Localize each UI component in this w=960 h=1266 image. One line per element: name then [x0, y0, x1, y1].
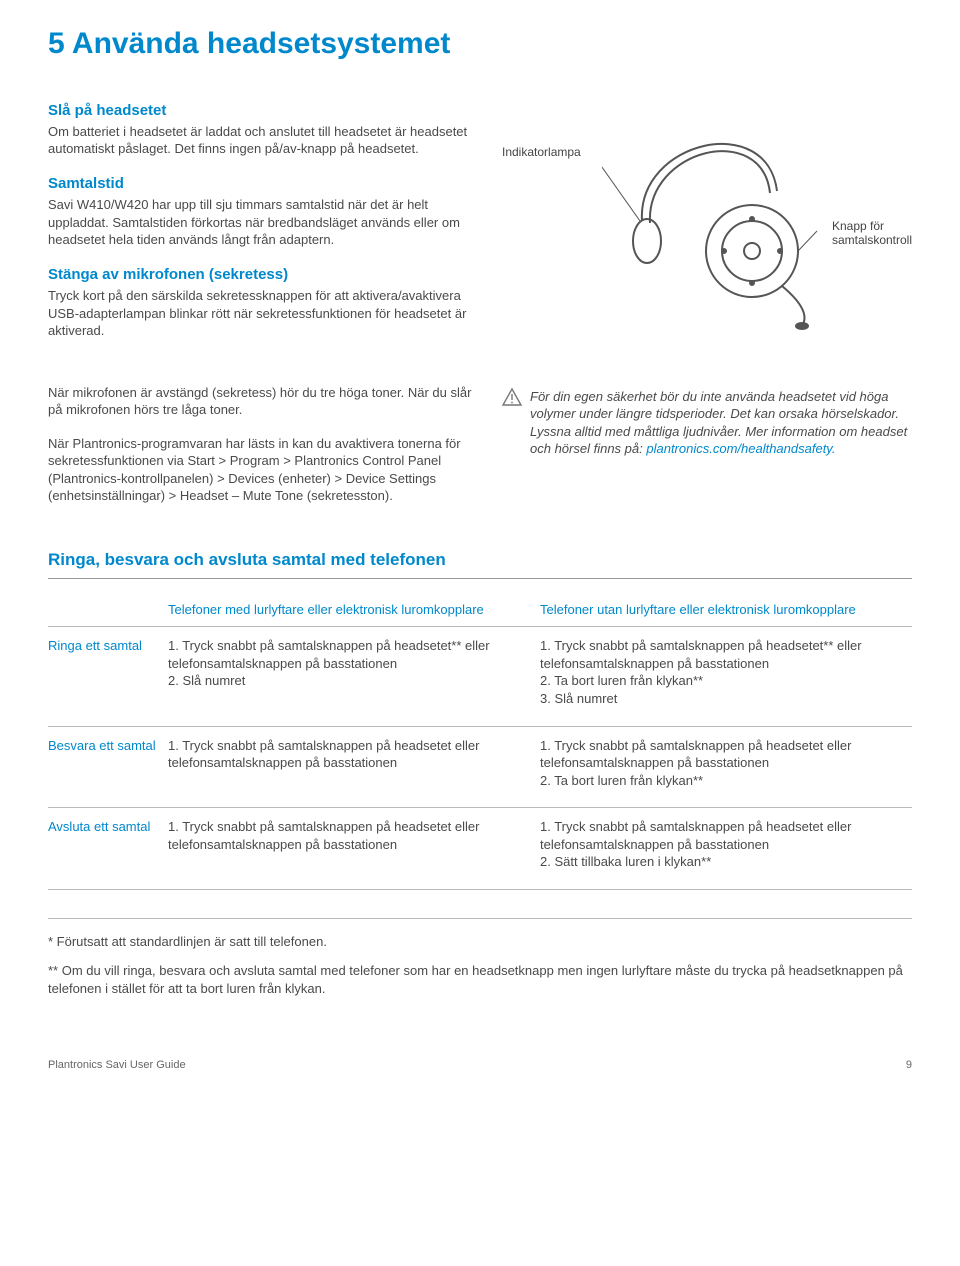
left-column: Slå på headsetet Om batteriet i headsete…: [48, 101, 478, 356]
footnotes: * Förutsatt att standardlinjen är satt t…: [48, 918, 912, 998]
mute-body-2: När mikrofonen är avstängd (sekretess) h…: [48, 384, 478, 419]
warning-link[interactable]: plantronics.com/healthandsafety.: [646, 441, 835, 456]
row-answer-label: Besvara ett samtal: [48, 726, 168, 808]
warning-icon: [502, 388, 522, 406]
row-answer-without: 1. Tryck snabbt på samtalsknappen på hea…: [540, 726, 912, 808]
callcontrol-line1: Knapp för: [832, 219, 884, 233]
right-column: Indikatorlampa Knapp för samtalskontroll: [502, 101, 912, 356]
call-table: Telefoner med lurlyftare eller elektroni…: [48, 591, 912, 890]
row-answer-with: 1. Tryck snabbt på samtalsknappen på hea…: [168, 726, 540, 808]
col-without: Telefoner utan lurlyftare eller elektron…: [540, 591, 912, 627]
warning-block: För din egen säkerhet bör du inte använd…: [502, 384, 912, 521]
talktime-heading: Samtalstid: [48, 174, 478, 194]
footer-right: 9: [906, 1058, 912, 1073]
table-row: Besvara ett samtal 1. Tryck snabbt på sa…: [48, 726, 912, 808]
callcontrol-line2: samtalskontroll: [832, 233, 912, 247]
page-footer: Plantronics Savi User Guide 9: [48, 1058, 912, 1073]
col-blank: [48, 591, 168, 627]
footnote-2: ** Om du vill ringa, besvara och avsluta…: [48, 962, 912, 997]
diagram-label-indicator: Indikatorlampa: [502, 145, 581, 159]
page-title: 5 Använda headsetsystemet: [48, 24, 912, 65]
headset-diagram: Indikatorlampa Knapp för samtalskontroll: [502, 101, 912, 331]
mute-body-1: Tryck kort på den särskilda sekretesskna…: [48, 287, 478, 340]
row-place-with: 1. Tryck snabbt på samtalsknappen på hea…: [168, 627, 540, 726]
talktime-body: Savi W410/W420 har upp till sju timmars …: [48, 196, 478, 249]
row-end-without: 1. Tryck snabbt på samtalsknappen på hea…: [540, 808, 912, 890]
mute-lower-row: När mikrofonen är avstängd (sekretess) h…: [48, 384, 912, 521]
row-end-with: 1. Tryck snabbt på samtalsknappen på hea…: [168, 808, 540, 890]
row-place-without: 1. Tryck snabbt på samtalsknappen på hea…: [540, 627, 912, 726]
table-row: Ringa ett samtal 1. Tryck snabbt på samt…: [48, 627, 912, 726]
warning-text: För din egen säkerhet bör du inte använd…: [530, 388, 912, 458]
table-row: Avsluta ett samtal 1. Tryck snabbt på sa…: [48, 808, 912, 890]
headset-icon: [602, 101, 822, 331]
mute-heading: Stänga av mikrofonen (sekretess): [48, 265, 478, 285]
power-body: Om batteriet i headsetet är laddat och a…: [48, 123, 478, 158]
diagram-label-callcontrol: Knapp för samtalskontroll: [832, 219, 912, 248]
row-end-label: Avsluta ett samtal: [48, 808, 168, 890]
footer-left: Plantronics Savi User Guide: [48, 1058, 186, 1073]
mute-left: När mikrofonen är avstängd (sekretess) h…: [48, 384, 478, 521]
footnote-1: * Förutsatt att standardlinjen är satt t…: [48, 933, 912, 951]
phone-section-heading: Ringa, besvara och avsluta samtal med te…: [48, 549, 912, 579]
power-heading: Slå på headsetet: [48, 101, 478, 121]
row-place-label: Ringa ett samtal: [48, 627, 168, 726]
mute-body-3: När Plantronics-programvaran har lästs i…: [48, 435, 478, 505]
col-with: Telefoner med lurlyftare eller elektroni…: [168, 591, 540, 627]
top-section: Slå på headsetet Om batteriet i headsete…: [48, 101, 912, 356]
